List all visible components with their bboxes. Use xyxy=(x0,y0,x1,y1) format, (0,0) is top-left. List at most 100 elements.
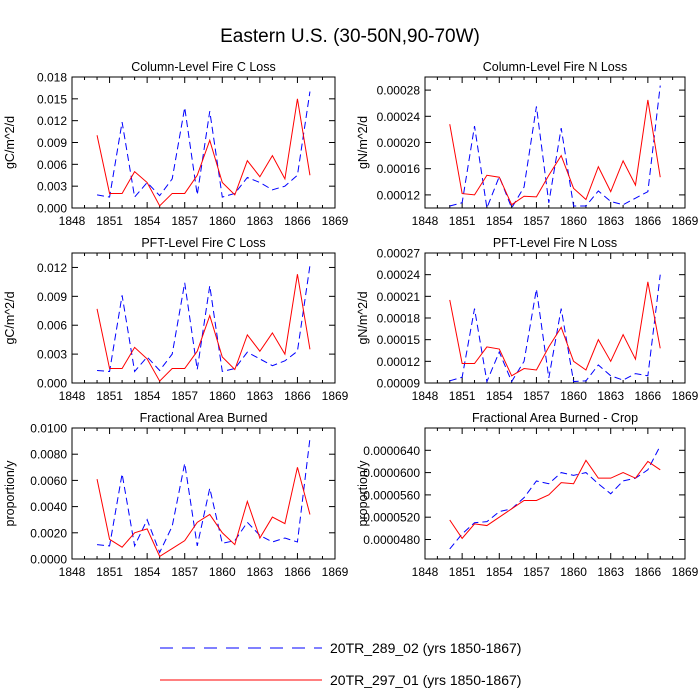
y-axis-label: gC/m^2/d xyxy=(3,291,17,344)
y-axis-label: proportion/y xyxy=(356,460,370,527)
y-tick-label: 0.00018 xyxy=(377,312,421,326)
x-tick-label: 1854 xyxy=(134,214,161,228)
x-tick-label: 1851 xyxy=(449,214,476,228)
series-line-20TR_289_02 xyxy=(96,91,311,199)
plot-frame xyxy=(71,427,336,560)
y-tick-label: 0.003 xyxy=(37,180,67,194)
y-tick-label: 0.0100 xyxy=(30,422,67,436)
x-tick-label: 1869 xyxy=(322,389,349,403)
x-tick-label: 1848 xyxy=(412,214,439,228)
panel-2: Column-Level Fire N Loss gN/m^2/d 1848 1851… xyxy=(356,60,699,228)
x-tick-label: 1857 xyxy=(523,389,550,403)
y-tick-label: 0.00012 xyxy=(377,188,421,202)
x-tick-label: 1869 xyxy=(672,214,699,228)
panel-title: Column-Level Fire C Loss xyxy=(131,60,276,74)
y-tick-label: 0.018 xyxy=(37,71,67,85)
panel-title: Column-Level Fire N Loss xyxy=(483,60,628,74)
y-tick-label: 0.0080 xyxy=(30,448,67,462)
figure-title: Eastern U.S. (30-50N,90-70W) xyxy=(220,26,480,47)
series-line-20TR_289_02 xyxy=(97,265,311,373)
series-line-20TR_289_02 xyxy=(449,85,661,210)
y-tick-label: 0.00024 xyxy=(377,110,421,124)
y-tick-label: 0.00015 xyxy=(377,333,421,347)
y-tick-label: 0.00009 xyxy=(377,377,421,391)
x-tick-label: 1857 xyxy=(523,565,550,579)
y-tick-label: 0.003 xyxy=(37,348,67,362)
series-line-20TR_289_02 xyxy=(96,438,311,554)
y-tick-label: 0.012 xyxy=(37,114,67,128)
y-tick-label: 0.015 xyxy=(37,92,67,106)
x-tick-label: 1866 xyxy=(284,214,311,228)
x-tick-label: 1848 xyxy=(412,565,439,579)
x-tick-label: 1869 xyxy=(672,565,699,579)
x-tick-label: 1860 xyxy=(560,214,587,228)
y-tick-label: 0.012 xyxy=(37,261,67,275)
x-tick-label: 1854 xyxy=(486,214,513,228)
x-tick-label: 1851 xyxy=(96,565,123,579)
x-tick-label: 1866 xyxy=(284,389,311,403)
panel-4: PFT-Level Fire N Loss gN/m^2/d 1848 1851 185… xyxy=(356,236,699,403)
x-tick-label: 1860 xyxy=(209,389,236,403)
x-tick-label: 1863 xyxy=(247,565,274,579)
y-tick-label: 0.00028 xyxy=(377,84,421,98)
x-tick-label: 1860 xyxy=(209,565,236,579)
legend-label-series-b: 20TR_297_01 (yrs 1850-1867) xyxy=(330,672,521,688)
x-tick-label: 1863 xyxy=(597,214,624,228)
series-line-20TR_297_01 xyxy=(449,281,661,377)
y-tick-label: 0.009 xyxy=(37,136,67,150)
series-line-20TR_297_01 xyxy=(449,459,661,540)
plot-frame xyxy=(71,252,336,384)
x-tick-label: 1854 xyxy=(134,565,161,579)
x-tick-label: 1863 xyxy=(597,389,624,403)
x-tick-label: 1860 xyxy=(560,389,587,403)
x-tick-label: 1854 xyxy=(486,389,513,403)
y-tick-label: 0.0020 xyxy=(30,526,67,540)
panel-6: Fractional Area Burned - Crop proportion/… xyxy=(356,411,699,579)
y-tick-label: 0.0000480 xyxy=(363,533,420,547)
series-line-20TR_297_01 xyxy=(96,98,311,207)
y-axis-label: gN/m^2/d xyxy=(356,291,370,344)
x-tick-label: 1866 xyxy=(635,214,662,228)
series-line-20TR_297_01 xyxy=(96,274,311,382)
x-tick-label: 1869 xyxy=(322,214,349,228)
x-tick-label: 1857 xyxy=(171,214,198,228)
panel-3: PFT-Level Fire C Loss gC/m^2/d 1848 1851 185… xyxy=(3,236,349,403)
x-tick-label: 1860 xyxy=(209,214,236,228)
y-tick-label: 0.0000 xyxy=(30,553,67,567)
y-tick-label: 0.0040 xyxy=(30,500,67,514)
y-tick-label: 0.00012 xyxy=(377,355,421,369)
y-tick-label: 0.0000600 xyxy=(363,466,420,480)
y-tick-label: 0.00016 xyxy=(377,162,421,176)
y-tick-label: 0.0060 xyxy=(30,474,67,488)
x-tick-label: 1857 xyxy=(523,214,550,228)
y-tick-label: 0.006 xyxy=(37,319,67,333)
x-tick-label: 1860 xyxy=(560,565,587,579)
panel-title: PFT-Level Fire C Loss xyxy=(141,236,265,250)
plot-frame xyxy=(424,427,686,560)
x-tick-label: 1869 xyxy=(322,565,349,579)
x-tick-label: 1851 xyxy=(449,389,476,403)
panel-title: Fractional Area Burned xyxy=(140,411,268,425)
y-axis-label: gC/m^2/d xyxy=(3,116,17,169)
x-tick-label: 1854 xyxy=(486,565,513,579)
series-line-20TR_297_01 xyxy=(96,467,311,558)
legend: 20TR_289_02 (yrs 1850-1867) 20TR_297_01 … xyxy=(160,640,521,688)
x-tick-label: 1857 xyxy=(171,389,198,403)
series-line-20TR_289_02 xyxy=(449,274,661,384)
chart-panels: Column-Level Fire C Loss gC/m^2/d 1848 1851… xyxy=(3,60,699,579)
x-tick-label: 1866 xyxy=(284,565,311,579)
x-tick-label: 1863 xyxy=(247,389,274,403)
y-tick-label: 0.0000640 xyxy=(363,444,420,458)
y-tick-label: 0.00027 xyxy=(377,247,421,261)
x-tick-label: 1851 xyxy=(96,214,123,228)
x-tick-label: 1866 xyxy=(635,389,662,403)
x-tick-label: 1863 xyxy=(247,214,274,228)
x-tick-label: 1848 xyxy=(59,565,86,579)
y-axis-label: gN/m^2/d xyxy=(356,116,370,169)
y-tick-label: 0.000 xyxy=(37,377,67,391)
series-line-20TR_297_01 xyxy=(449,99,661,206)
y-tick-label: 0.000 xyxy=(37,202,67,216)
x-tick-label: 1848 xyxy=(412,389,439,403)
y-tick-label: 0.0000560 xyxy=(363,488,420,502)
